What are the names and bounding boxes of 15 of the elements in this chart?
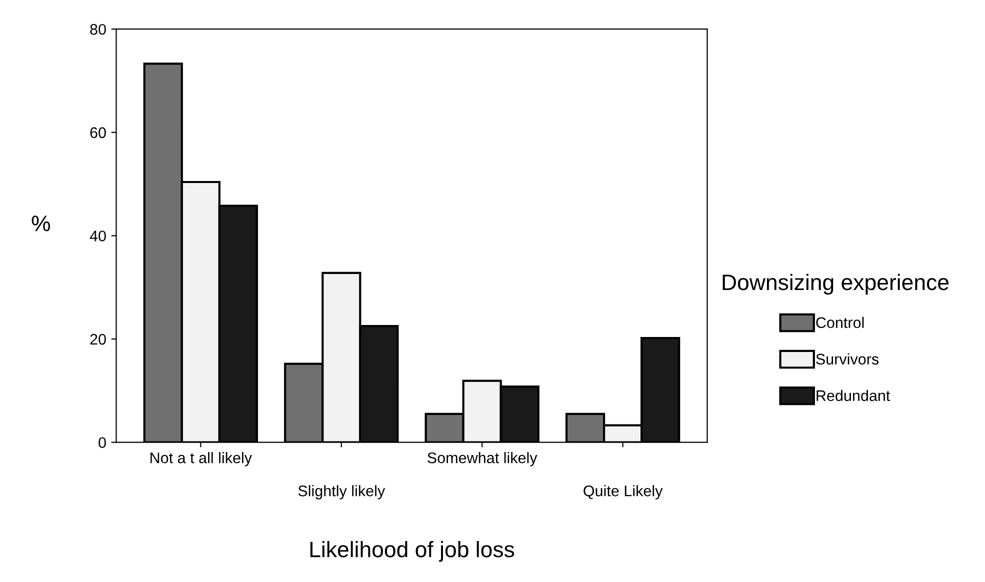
legend-label: Redundant (816, 390, 890, 402)
x-tick-label: Quite Likely (584, 485, 663, 500)
x-tick-label: Slightly likely (298, 485, 386, 500)
y-axis-title: % (32, 216, 50, 232)
y-tick-label: 20 (90, 334, 106, 345)
y-tick-label: 60 (90, 127, 106, 138)
y-tick-label: 0 (98, 437, 106, 448)
y-tick-label: 40 (90, 230, 106, 242)
y-tick-label: 80 (90, 24, 106, 35)
legend-label: Control (816, 316, 864, 328)
x-tick-label: Not a t all likely (150, 452, 252, 466)
x-axis-title: Likelihood of job loss (310, 541, 514, 562)
legend-title: Downsizing experience (722, 274, 949, 295)
legend-label: Survivors (816, 353, 879, 365)
x-tick-label: Somewhat likely (428, 452, 538, 466)
